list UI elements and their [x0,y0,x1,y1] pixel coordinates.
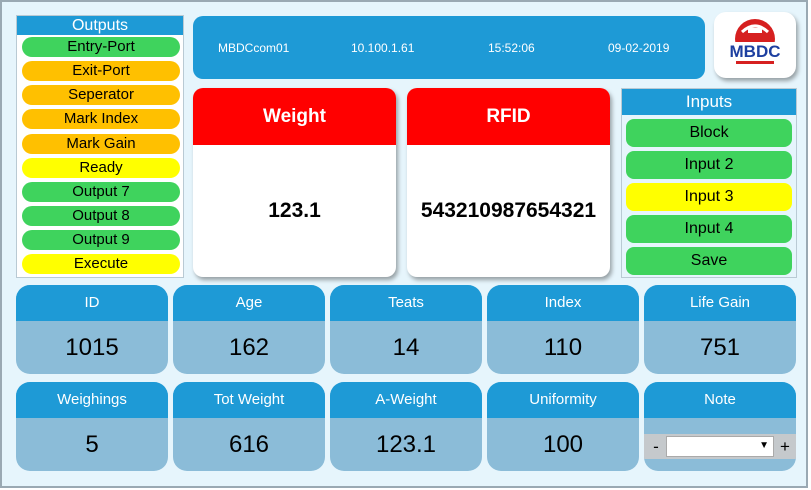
output-exit-port[interactable]: Exit-Port [22,61,180,81]
output-execute[interactable]: Execute [22,254,180,274]
tile-a-weight: A-Weight 123.1 [330,382,482,471]
output-ready[interactable]: Ready [22,158,180,178]
output-seperator[interactable]: Seperator [22,85,180,105]
weight-title: Weight [193,88,396,145]
tile-label: Index [487,285,639,321]
input-3[interactable]: Input 3 [626,183,792,211]
inputs-panel: Inputs Block Input 2 Input 3 Input 4 Sav… [621,88,797,278]
mbdc-logo: MBDC [714,12,796,78]
current-date: 09-02-2019 [608,41,670,55]
note-minus-button[interactable]: - [653,437,659,456]
tile-value: 616 [228,431,270,458]
tile-index: Index 110 [487,285,639,374]
weight-card: Weight 123.1 [193,88,396,277]
inputs-title: Inputs [622,89,796,115]
note-controls: - ▼ + [644,434,796,459]
tile-label: Uniformity [487,382,639,418]
device-name: MBDCcom01 [218,41,290,55]
output-8[interactable]: Output 8 [22,206,180,226]
tile-label: Weighings [16,382,168,418]
note-select[interactable]: ▼ [666,436,774,457]
output-mark-gain[interactable]: Mark Gain [22,134,180,154]
weight-value: 123.1 [268,199,321,222]
rfid-title: RFID [407,88,610,145]
output-9[interactable]: Output 9 [22,230,180,250]
tile-age: Age 162 [173,285,325,374]
output-entry-port[interactable]: Entry-Port [22,37,180,57]
input-2[interactable]: Input 2 [626,151,792,179]
logo-text: MBDC [730,42,781,61]
logo-emblem-icon: MBDC [727,19,783,64]
outputs-title: Outputs [17,16,183,35]
tile-label: Age [173,285,325,321]
tile-label: Teats [330,285,482,321]
tile-label: Life Gain [644,285,796,321]
tile-value: 110 [543,334,583,361]
tile-id: ID 1015 [16,285,168,374]
output-7[interactable]: Output 7 [22,182,180,202]
tile-note: Note - ▼ + [644,382,796,471]
tile-value: 123.1 [375,431,437,458]
dropdown-caret-icon: ▼ [759,440,769,451]
tile-label: Note [644,382,796,418]
tile-life-gain: Life Gain 751 [644,285,796,374]
tile-label: Tot Weight [173,382,325,418]
tile-value: 162 [228,334,270,361]
tile-uniformity: Uniformity 100 [487,382,639,471]
tile-tot-weight: Tot Weight 616 [173,382,325,471]
output-mark-index[interactable]: Mark Index [22,109,180,129]
tile-value: 14 [392,334,420,361]
tile-label: ID [16,285,168,321]
clock-time: 15:52:06 [488,41,535,55]
tile-value: 751 [699,334,741,361]
tile-value: 5 [85,431,99,458]
tile-weighings: Weighings 5 [16,382,168,471]
rfid-card: RFID 543210987654321 [407,88,610,277]
tile-value: 100 [542,431,584,458]
status-header: MBDCcom01 10.100.1.61 15:52:06 09-02-201… [193,16,705,79]
input-4[interactable]: Input 4 [626,215,792,243]
input-block[interactable]: Block [626,119,792,147]
tile-teats: Teats 14 [330,285,482,374]
outputs-panel: Outputs Entry-Port Exit-Port Seperator M… [16,15,184,278]
note-plus-button[interactable]: + [780,437,790,456]
tile-label: A-Weight [330,382,482,418]
ip-address: 10.100.1.61 [351,41,415,55]
tile-value: 1015 [65,334,119,361]
save-button[interactable]: Save [626,247,792,275]
rfid-value: 543210987654321 [420,199,597,222]
